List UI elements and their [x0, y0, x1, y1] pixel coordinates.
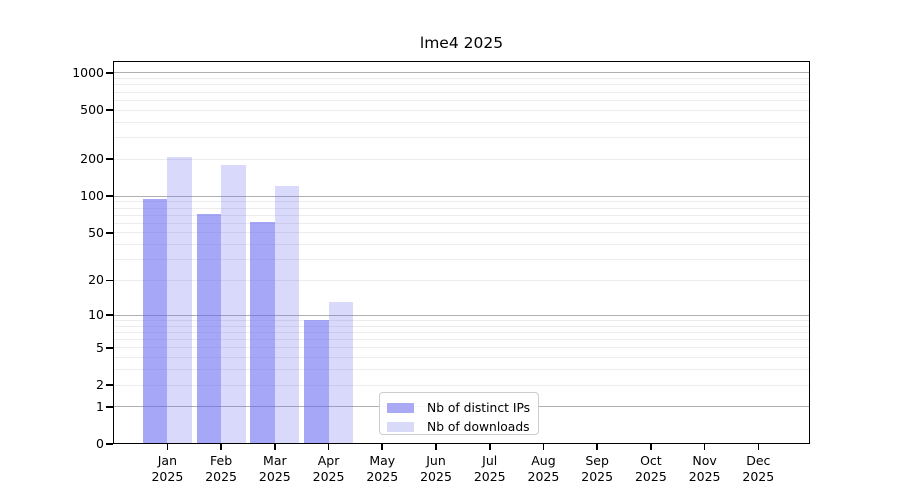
- x-tick-label: Aug 2025: [527, 453, 560, 484]
- y-tick-mark: [106, 158, 113, 160]
- y-tick-label: 0: [96, 436, 104, 451]
- x-tick-mark: [488, 444, 491, 450]
- x-tick-label: Apr 2025: [312, 453, 345, 484]
- minor-gridline: [113, 99, 810, 101]
- x-tick-mark: [650, 444, 652, 450]
- y-tick-label: 500: [80, 102, 104, 118]
- x-tick-mark: [703, 444, 706, 450]
- minor-gridline: [113, 91, 810, 93]
- x-tick-label: Nov 2025: [688, 453, 721, 484]
- minor-gridline: [113, 222, 810, 224]
- minor-gridline: [113, 338, 810, 340]
- legend-label: Nb of distinct IPs: [427, 400, 531, 415]
- minor-gridline: [113, 84, 810, 86]
- minor-gridline: [113, 331, 810, 333]
- minor-gridline: [113, 319, 810, 321]
- y-tick-mark: [106, 346, 113, 349]
- bar-distinct-ips: [196, 213, 222, 444]
- x-tick-mark: [166, 444, 169, 450]
- minor-gridline: [113, 78, 810, 80]
- y-tick-mark: [106, 232, 113, 234]
- legend-swatch: [387, 421, 414, 432]
- minor-gridline: [113, 214, 810, 216]
- y-tick-label: 5: [96, 339, 104, 355]
- x-tick-mark: [220, 444, 222, 450]
- y-tick-mark: [106, 195, 113, 197]
- x-tick-label: Oct 2025: [634, 453, 667, 484]
- x-tick-label: Jul 2025: [473, 453, 506, 484]
- plot-area: Nb of distinct IPs Nb of downloads: [113, 61, 810, 444]
- minor-gridline: [113, 137, 810, 138]
- minor-gridline: [113, 158, 810, 160]
- x-tick-mark: [757, 444, 760, 450]
- y-tick-mark: [106, 279, 113, 282]
- y-tick-mark: [106, 405, 113, 408]
- minor-gridline: [113, 357, 810, 359]
- y-tick-label: 200: [80, 151, 104, 167]
- y-tick-label: 10: [88, 307, 104, 323]
- minor-gridline: [113, 347, 810, 349]
- legend-entry: Nb of downloads: [380, 417, 538, 436]
- y-tick-label: 1: [96, 398, 104, 414]
- minor-gridline: [113, 279, 810, 281]
- y-tick-mark: [106, 314, 113, 317]
- x-tick-label: Dec 2025: [742, 453, 775, 484]
- bar-downloads: [274, 186, 300, 444]
- minor-gridline: [113, 384, 810, 386]
- x-tick-label: Feb 2025: [205, 453, 238, 484]
- x-tick-mark: [327, 444, 330, 450]
- minor-gridline: [113, 232, 810, 234]
- bar-distinct-ips: [304, 320, 329, 444]
- minor-gridline: [113, 121, 810, 123]
- x-tick-label: Jun 2025: [420, 453, 452, 484]
- x-tick-label: Mar 2025: [258, 453, 291, 484]
- legend-entry: Nb of distinct IPs: [380, 398, 538, 417]
- minor-gridline: [113, 109, 810, 111]
- chart-title: lme4 2025: [419, 34, 504, 52]
- y-tick-label: 50: [88, 224, 104, 240]
- major-gridline: [113, 314, 810, 316]
- x-tick-mark: [542, 444, 545, 450]
- major-gridline: [113, 72, 810, 74]
- x-tick-mark: [435, 444, 437, 450]
- bar-distinct-ips: [142, 198, 168, 444]
- bar-distinct-ips: [250, 222, 275, 444]
- legend-swatch: [387, 402, 414, 413]
- y-tick-mark: [106, 72, 113, 74]
- y-tick-label: 20: [88, 272, 104, 288]
- y-tick-label: 2: [96, 377, 104, 392]
- x-tick-mark: [596, 444, 598, 450]
- bar-downloads: [221, 164, 246, 444]
- x-tick-label: May 2025: [366, 453, 399, 484]
- y-tick-mark: [106, 109, 113, 111]
- minor-gridline: [113, 201, 810, 203]
- y-tick-label: 1000: [72, 64, 104, 80]
- x-tick-label: Sep 2025: [581, 453, 614, 484]
- y-tick-mark: [106, 443, 113, 445]
- bar-downloads: [167, 157, 192, 444]
- legend: Nb of distinct IPs Nb of downloads: [379, 392, 539, 435]
- major-gridline: [113, 195, 810, 197]
- y-tick-mark: [106, 384, 113, 386]
- y-tick-label: 100: [80, 188, 104, 204]
- minor-gridline: [113, 259, 810, 261]
- x-tick-mark: [274, 444, 276, 450]
- legend-label: Nb of downloads: [427, 419, 530, 434]
- bar-downloads: [328, 302, 354, 444]
- minor-gridline: [113, 207, 810, 209]
- x-tick-mark: [381, 444, 384, 450]
- minor-gridline: [113, 325, 810, 327]
- x-tick-label: Jan 2025: [151, 453, 184, 484]
- minor-gridline: [113, 369, 810, 371]
- minor-gridline: [113, 244, 810, 246]
